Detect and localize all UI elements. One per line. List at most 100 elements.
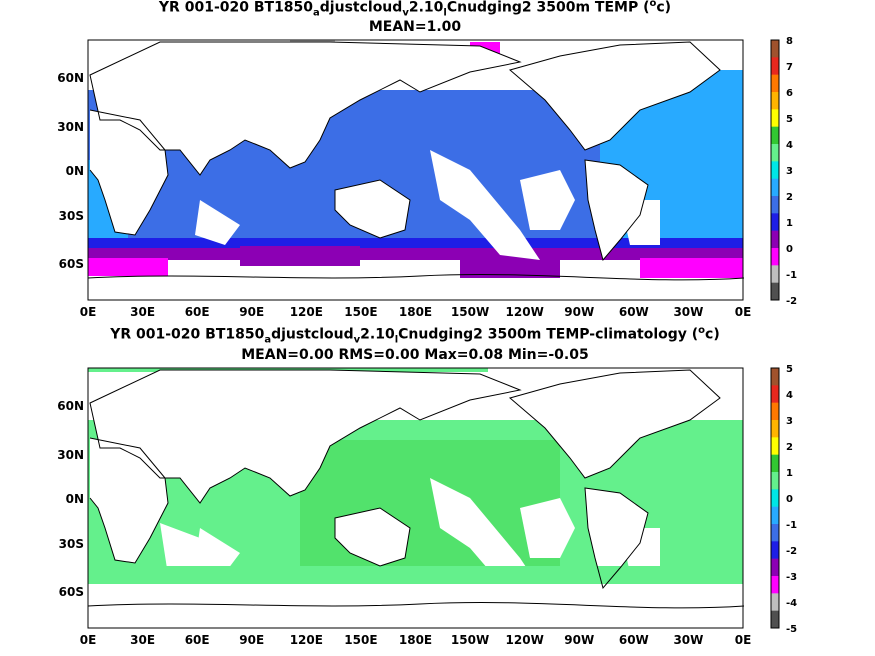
- colorbar-swatch: [771, 489, 779, 507]
- colorbar-swatch: [771, 454, 779, 473]
- xtick-label: 180E: [399, 633, 432, 647]
- panel2-map: [87, 367, 745, 629]
- xtick-label: 30W: [673, 305, 703, 319]
- colorbar-swatch: [771, 109, 779, 127]
- colorbar-swatch: [771, 144, 779, 162]
- xtick-label: 30E: [130, 633, 155, 647]
- panel1-yaxis: 60N 30N 0N 30S 60S: [57, 71, 84, 271]
- colorbar-label: 5: [786, 114, 793, 125]
- colorbar-swatch: [771, 506, 779, 525]
- colorbar-label: 7: [786, 62, 793, 73]
- colorbar-swatch: [771, 92, 779, 110]
- colorbar-swatch: [771, 593, 779, 611]
- colorbar-swatch: [771, 541, 779, 559]
- colorbar-swatch: [771, 230, 779, 249]
- colorbar-swatch: [771, 576, 779, 594]
- xtick-label: 120E: [290, 633, 323, 647]
- colorbar-label: 5: [786, 364, 793, 375]
- colorbar-label: 4: [786, 140, 793, 151]
- colorbar-swatch: [771, 248, 779, 266]
- colorbar-label: 6: [786, 88, 793, 99]
- colorbar-swatch: [771, 610, 779, 629]
- colorbar-swatch: [771, 385, 779, 403]
- colorbar-label: -3: [786, 572, 797, 583]
- colorbar-swatch: [771, 161, 779, 179]
- xtick-label: 120W: [506, 305, 544, 319]
- colorbar-swatch: [771, 368, 779, 386]
- xtick-label: 120W: [506, 633, 544, 647]
- panel1-colorbar: 8 7 6 5 4 3 2 1 0 -1 -2: [770, 36, 797, 307]
- colorbar-label: -5: [786, 624, 797, 635]
- xtick-label: 30E: [130, 305, 155, 319]
- xtick-label: 150E: [344, 633, 377, 647]
- ytick-label: 60S: [59, 585, 84, 599]
- xtick-label: 30W: [673, 633, 703, 647]
- xtick-label: 0E: [80, 305, 97, 319]
- xtick-label: 180E: [399, 305, 432, 319]
- xtick-label: 60E: [185, 633, 210, 647]
- ytick-label: 60S: [59, 257, 84, 271]
- xtick-label: 60W: [619, 633, 649, 647]
- xtick-label: 0E: [80, 633, 97, 647]
- colorbar-label: 3: [786, 166, 793, 177]
- colorbar-label: 3: [786, 416, 793, 427]
- ytick-label: 30S: [59, 537, 84, 551]
- panel2-colorbar: 5 4 3 2 1 0 -1 -2 -3 -4 -5: [770, 364, 797, 635]
- xtick-label: 150W: [451, 305, 489, 319]
- colorbar-label: 2: [786, 442, 793, 453]
- colorbar-label: -2: [786, 296, 797, 307]
- colorbar-label: 8: [786, 36, 793, 47]
- colorbar-swatch: [771, 126, 779, 145]
- colorbar-swatch: [771, 196, 779, 214]
- colorbar-swatch: [771, 178, 779, 197]
- panel2-stats: MEAN=0.00 RMS=0.00 Max=0.08 Min=-0.05: [241, 347, 589, 363]
- colorbar-label: 1: [786, 218, 793, 229]
- colorbar-label: 0: [786, 244, 793, 255]
- colorbar-swatch: [771, 437, 779, 455]
- colorbar-label: -2: [786, 546, 797, 557]
- colorbar-swatch: [771, 420, 779, 438]
- ytick-label: 30N: [57, 448, 84, 462]
- colorbar-swatch: [771, 57, 779, 75]
- xtick-label: 0E: [735, 633, 752, 647]
- ytick-label: 60N: [57, 399, 84, 413]
- xtick-label: 120E: [290, 305, 323, 319]
- ytick-label: 30N: [57, 120, 84, 134]
- xtick-label: 90W: [564, 633, 594, 647]
- xtick-label: 150E: [344, 305, 377, 319]
- colorbar-swatch: [771, 40, 779, 58]
- ytick-label: 30S: [59, 209, 84, 223]
- ytick-label: 0N: [66, 492, 84, 506]
- ytick-label: 0N: [66, 164, 84, 178]
- xtick-label: 150W: [451, 633, 489, 647]
- xtick-label: 90W: [564, 305, 594, 319]
- colorbar-label: -4: [786, 598, 797, 609]
- colorbar-swatch: [771, 524, 779, 542]
- xtick-label: 90E: [239, 305, 264, 319]
- panel2-xaxis: 0E 30E 60E 90E 120E 150E 180E 150W 120W 90W 60W 30W…: [80, 633, 752, 647]
- colorbar-label: 4: [786, 390, 793, 401]
- xtick-label: 60E: [185, 305, 210, 319]
- panel2-yaxis: 60N 30N 0N 30S 60S: [57, 399, 84, 599]
- colorbar-swatch: [771, 213, 779, 231]
- colorbar-swatch: [771, 265, 779, 283]
- colorbar-label: -1: [786, 520, 797, 531]
- xtick-label: 0E: [735, 305, 752, 319]
- ytick-label: 60N: [57, 71, 84, 85]
- colorbar-swatch: [771, 472, 779, 490]
- colorbar-swatch: [771, 74, 779, 93]
- colorbar-label: 0: [786, 494, 793, 505]
- xtick-label: 60W: [619, 305, 649, 319]
- panel1-title: YR 001-020 BT1850adjustcloudv2.10lCnudgi…: [158, 0, 672, 19]
- colorbar-label: -1: [786, 270, 797, 281]
- colorbar-swatch: [771, 282, 779, 301]
- panel1-stats: MEAN=1.00: [368, 19, 462, 35]
- colorbar-swatch: [771, 558, 779, 577]
- colorbar-label: 1: [786, 468, 793, 479]
- colorbar-swatch: [771, 402, 779, 421]
- panel1-xaxis: 0E 30E 60E 90E 120E 150E 180E 150W 120W 90W 60W 30W…: [80, 305, 752, 319]
- xtick-label: 90E: [239, 633, 264, 647]
- colorbar-label: 2: [786, 192, 793, 203]
- panel2-title: YR 001-020 BT1850adjustcloudv2.10lCnudgi…: [110, 325, 720, 346]
